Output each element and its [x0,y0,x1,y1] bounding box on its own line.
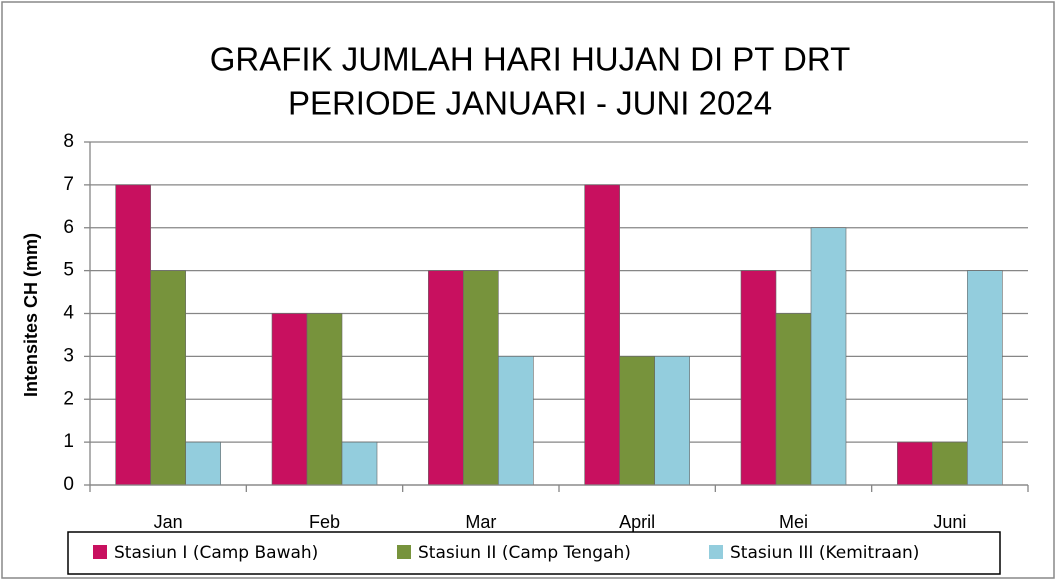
y-tick-label: 7 [63,174,74,195]
y-tick-label: 6 [63,217,74,238]
bar [150,270,186,486]
y-tick-label: 0 [63,474,74,495]
legend: Stasiun I (Camp Bawah) Stasiun II (Camp T… [67,531,1001,575]
y-tick-label: 8 [63,131,74,152]
bar [810,227,847,486]
legend-swatch [709,545,723,559]
legend-label: Stasiun III (Kemitraan) [730,543,919,563]
bar [619,356,655,486]
bar [271,313,308,486]
bar [428,270,464,486]
x-tick-label: Jan [154,512,183,532]
bar [185,441,221,486]
legend-swatch [93,545,107,559]
x-tick-label: April [619,512,655,532]
y-tick-label: 3 [63,345,74,366]
x-tick-label: Juni [933,512,966,532]
bar [115,184,151,486]
legend-label: Stasiun II (Camp Tengah) [418,543,631,563]
chart-title: GRAFIK JUMLAH HARI HUJAN DI PT DRT [210,41,851,78]
bar [932,441,968,486]
bar [498,356,534,486]
bar [463,270,499,486]
bar [306,313,343,486]
legend-swatch [397,545,411,559]
bar [740,270,777,486]
bar [775,313,812,486]
x-tick-label: Mar [465,512,496,532]
y-tick-label: 2 [63,388,74,409]
legend-box [67,531,1001,575]
y-tick-label: 1 [63,431,74,452]
x-tick-label: Feb [309,512,340,532]
y-tick-label: 4 [63,303,74,324]
x-tick-label: Mei [779,512,808,532]
chart-title: PERIODE JANUARI - JUNI 2024 [288,85,772,122]
y-axis-label: Intensites CH (mm) [21,233,41,397]
y-tick-label: 5 [63,260,74,281]
legend-label: Stasiun I (Camp Bawah) [114,543,318,563]
bar [897,441,933,486]
bar [967,270,1003,486]
bar [341,441,378,486]
bar [584,184,620,486]
bar [654,356,690,486]
